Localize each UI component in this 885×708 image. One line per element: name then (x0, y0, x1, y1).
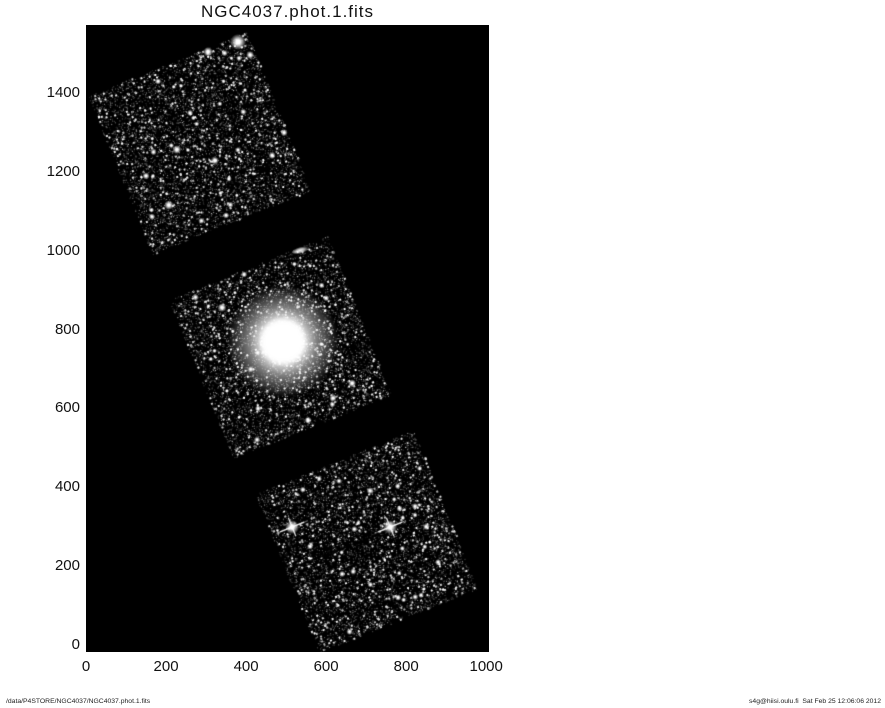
y-tick-label: 600 (54, 399, 80, 417)
y-tick-label: 400 (54, 478, 80, 496)
x-tick-label: 800 (393, 658, 419, 675)
x-tick-label: 600 (313, 658, 339, 675)
footer-signature: s4g@hiisi.oulu.fi Sat Feb 25 12:06:06 20… (749, 698, 881, 705)
y-tick-label: 1000 (46, 241, 80, 259)
x-tick-label: 0 (81, 658, 91, 675)
y-tick-label: 800 (54, 320, 80, 338)
y-tick-label: 1200 (46, 162, 80, 180)
y-tick-label: 0 (71, 635, 80, 653)
starfield-image-canvas (86, 25, 489, 652)
x-tick-label: 1000 (469, 658, 503, 675)
y-tick-label: 200 (54, 557, 80, 575)
x-tick-label: 200 (153, 658, 179, 675)
footer-file-path: /data/P4STORE/NGC4037/NGC4037.phot.1.fit… (6, 698, 151, 705)
y-tick-label: 1400 (46, 84, 80, 102)
figure-title: NGC4037.phot.1.fits (200, 2, 375, 21)
x-tick-label: 400 (233, 658, 259, 675)
plot-area (86, 25, 489, 652)
